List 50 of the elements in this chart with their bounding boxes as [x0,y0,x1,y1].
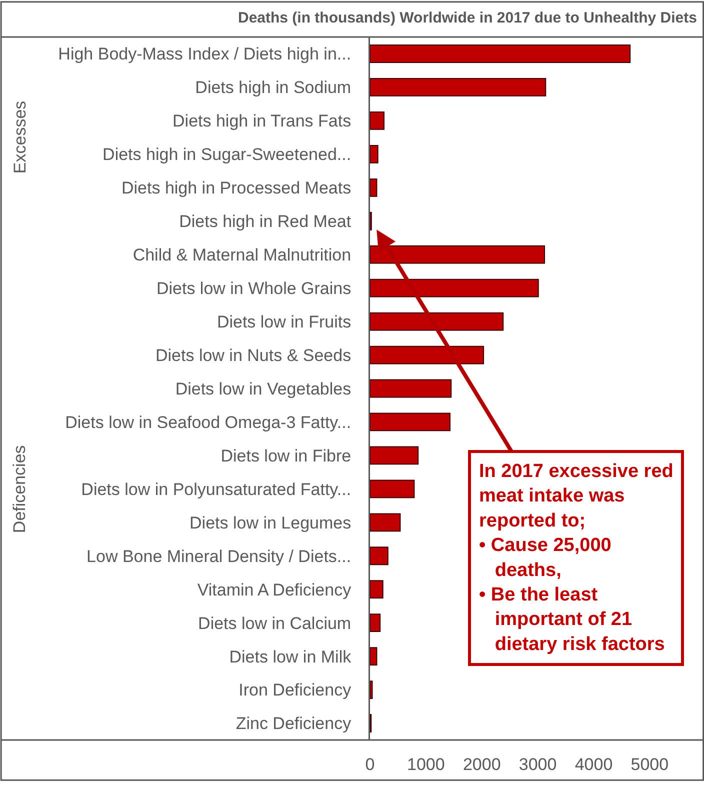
y-tick-label: Diets high in Sodium [195,78,352,98]
y-tick-label: Diets high in Processed Meats [121,178,352,198]
y-tick-label: Diets low in Fruits [216,312,352,332]
text: Deficencies [10,445,30,534]
y-tick-label: Diets low in Seafood Omega-3 Fatty... [65,412,352,432]
y-tick-label: High Body-Mass Index / Diets high in... [58,44,352,64]
y-tick-label: Diets high in Trans Fats [172,112,352,131]
bar [370,647,378,666]
bar [370,379,452,398]
y-tick-label: Low Bone Mineral Density / Diets... [86,546,352,566]
bar [370,144,378,164]
text: Excesses [10,100,30,174]
annotation: In 2017 excessive red meat intake was reported to; • Cause 25,000 deaths, • Be the least important of 21 dietary risk factors [479,461,674,655]
bar [370,111,384,130]
bar [370,44,631,63]
bar [370,312,504,331]
y-tick-label: Diets low in Vegetables [175,379,352,398]
y-tick-label: Diets low in Legumes [190,513,352,532]
bar [370,614,381,632]
y-tick-label: Vitamin A Deficiency [197,580,352,600]
y-tick-label: Diets low in Calcium [198,614,352,633]
x-tick-label: 3000 [518,755,557,774]
bar [370,245,546,264]
bar [370,480,415,498]
bar [370,412,450,432]
bar [370,680,373,699]
bar [370,278,539,298]
chart-title: Deaths (in thousands) Worldwide in 2017 due to Unhealthy Diets [238,9,697,26]
y-tick-label: Diets low in Polyunsaturated Fatty... [81,480,352,499]
bar [370,78,546,96]
y-tick-label: Diets low in Fibre [220,446,352,466]
x-tick-label: 1000 [407,755,445,774]
y-tick-label: Child & Maternal Malnutrition [132,246,352,265]
bar [370,513,401,532]
x-tick-label: 5000 [630,755,669,774]
bar [370,346,484,364]
y-tick-label: Diets low in Milk [229,647,352,666]
y-tick-label: Diets low in Whole Grains [156,279,352,298]
bar [370,546,388,566]
bar [370,580,384,599]
y-tick-label: Diets high in Red Meat [179,212,352,232]
bar [370,446,419,465]
x-tick-label: 4000 [574,755,613,774]
y-tick-label: Zinc Deficiency [236,714,352,734]
y-tick-label: Iron Deficiency [238,680,352,700]
y-tick-label: Diets low in Nuts & Seeds [156,346,352,365]
x-tick-label: 2000 [462,755,501,774]
bar [370,178,378,197]
y-tick-label: Diets high in Sugar-Sweetened... [102,145,352,164]
x-tick-label: 0 [365,755,375,774]
